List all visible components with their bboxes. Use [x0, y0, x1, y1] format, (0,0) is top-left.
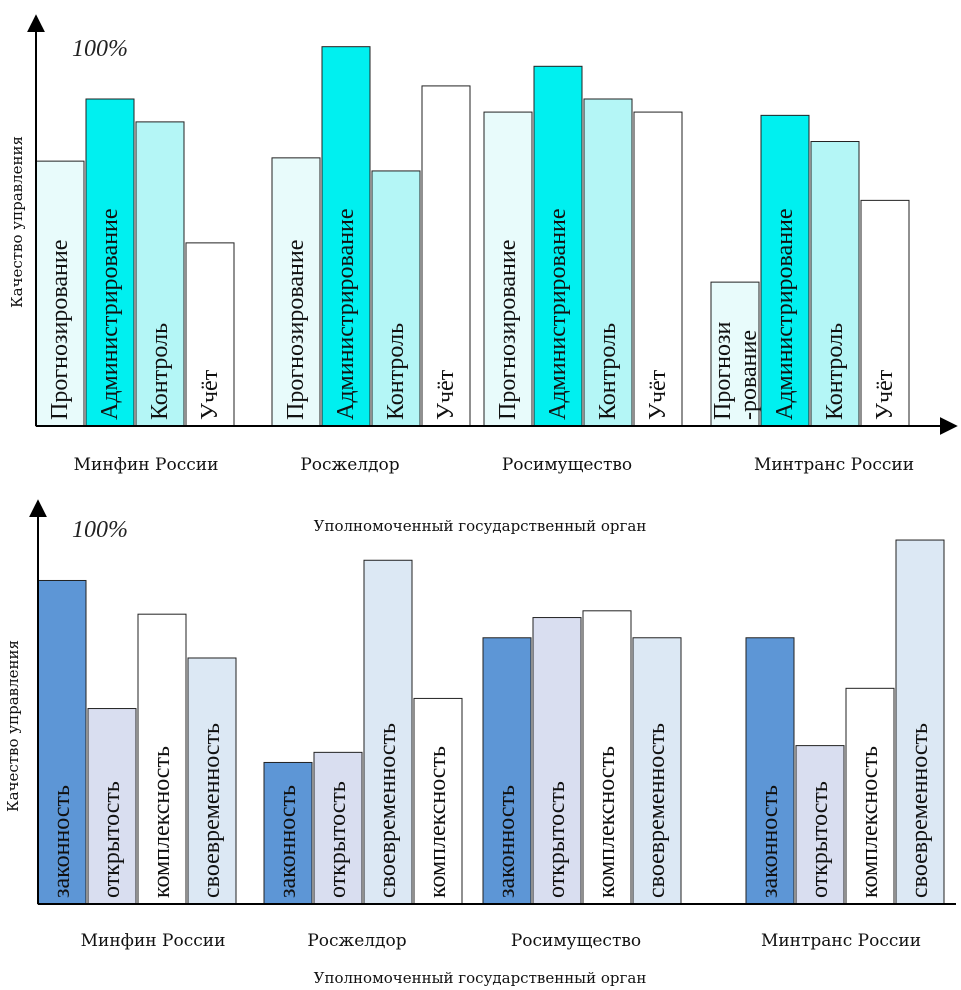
- bar: [860, 199, 910, 427]
- bar-label: Контроль: [147, 323, 173, 420]
- category-label: Минфин России: [74, 455, 219, 475]
- bar: [185, 242, 235, 427]
- category-label: Росжелдор: [307, 931, 406, 951]
- bar-label: Контроль: [822, 323, 848, 420]
- category-label: Росжелдор: [300, 455, 399, 475]
- bar: [810, 141, 860, 427]
- category-label: Росимущество: [511, 931, 641, 951]
- category-label: Росимущество: [502, 455, 632, 475]
- bar-label: комплексность: [857, 746, 883, 898]
- chart-2: законность открытость комплексность своевре…: [4, 499, 956, 987]
- bar-label: открытость: [99, 781, 125, 898]
- bar-label: Контроль: [595, 323, 621, 420]
- bar-label: открытость: [544, 781, 570, 898]
- bar-label: комплексность: [149, 746, 175, 898]
- bar-label: своевременность: [375, 723, 401, 898]
- bar-label: Контроль: [383, 323, 409, 420]
- max-percent-label: 100%: [72, 517, 128, 543]
- bar-group: законность открытость своевременность компл…: [263, 559, 463, 905]
- bar-label: своевременность: [907, 723, 933, 898]
- bar-label: Прогнозирование: [47, 240, 73, 420]
- bar-label: комплексность: [425, 746, 451, 898]
- bar-label: законность: [757, 785, 783, 898]
- bar: [363, 559, 413, 905]
- bar-label: Администрирование: [545, 208, 571, 420]
- bar-label: Учёт: [872, 369, 898, 420]
- bar-group: Прогнозирование Администрирование Контроль…: [483, 65, 683, 427]
- bar-label: Учёт: [645, 369, 671, 420]
- bar: [745, 637, 795, 905]
- bar-group: Прогнозирование Администрирование Контроль…: [271, 46, 471, 427]
- bar-label: своевременность: [644, 723, 670, 898]
- bar-group: законность открытость комплексность своевре…: [745, 539, 945, 905]
- bar-label: законность: [494, 785, 520, 898]
- chart-1: Прогнозирование Администрирование Контроль…: [8, 14, 958, 535]
- bar-label: своевременность: [199, 723, 225, 898]
- bar: [582, 610, 632, 905]
- bar-label: законность: [275, 785, 301, 898]
- bar-label: комплексность: [594, 746, 620, 898]
- bar: [795, 745, 845, 905]
- bar: [413, 697, 463, 905]
- bar-label: законность: [49, 785, 75, 898]
- bar: [482, 637, 532, 905]
- bar: [87, 708, 137, 905]
- bar-group: Прогнозирование Администрирование Контроль…: [35, 98, 235, 427]
- bar: [533, 65, 583, 427]
- bar: [135, 121, 185, 427]
- bar: [313, 751, 363, 905]
- bar-label: Учёт: [197, 369, 223, 420]
- bar-label: Администрирование: [772, 208, 798, 420]
- bar: [532, 617, 582, 905]
- bar: [187, 657, 237, 905]
- bar-group: законность открытость комплексность своевре…: [482, 610, 682, 905]
- bar: [583, 98, 633, 427]
- category-label: Минтранс России: [754, 455, 914, 475]
- bar-group: законность открытость комплексность своевре…: [37, 579, 237, 905]
- y-axis-label: Качество управления: [4, 640, 22, 812]
- bar-label: Администрирование: [333, 208, 359, 420]
- bar-label: Учёт: [433, 369, 459, 420]
- bar-label: открытость: [325, 781, 351, 898]
- bar: [845, 687, 895, 905]
- x-axis-label: Уполномоченный государственный орган: [314, 969, 647, 987]
- bar: [35, 160, 85, 427]
- category-label: Минфин России: [81, 931, 226, 951]
- bar: [633, 111, 683, 427]
- bar-group: Прогнози-рование Администрирование Контрол…: [710, 114, 910, 427]
- bar: [263, 761, 313, 905]
- bar-label: Прогнозирование: [495, 240, 521, 420]
- bar: [137, 613, 187, 905]
- max-percent-label: 100%: [72, 36, 128, 62]
- bar-label: Прогнозирование: [283, 240, 309, 420]
- bar-label: Администрирование: [97, 208, 123, 420]
- y-axis-label: Качество управления: [8, 136, 26, 308]
- bar: [421, 85, 471, 427]
- bar: [85, 98, 135, 427]
- category-label: Минтранс России: [761, 931, 921, 951]
- x-axis-label: Уполномоченный государственный орган: [314, 517, 647, 535]
- bar: [271, 157, 321, 427]
- bar-label: Прогнози-рование: [710, 322, 762, 421]
- bar: [760, 114, 810, 427]
- bar-label: открытость: [807, 781, 833, 898]
- bar: [321, 46, 371, 427]
